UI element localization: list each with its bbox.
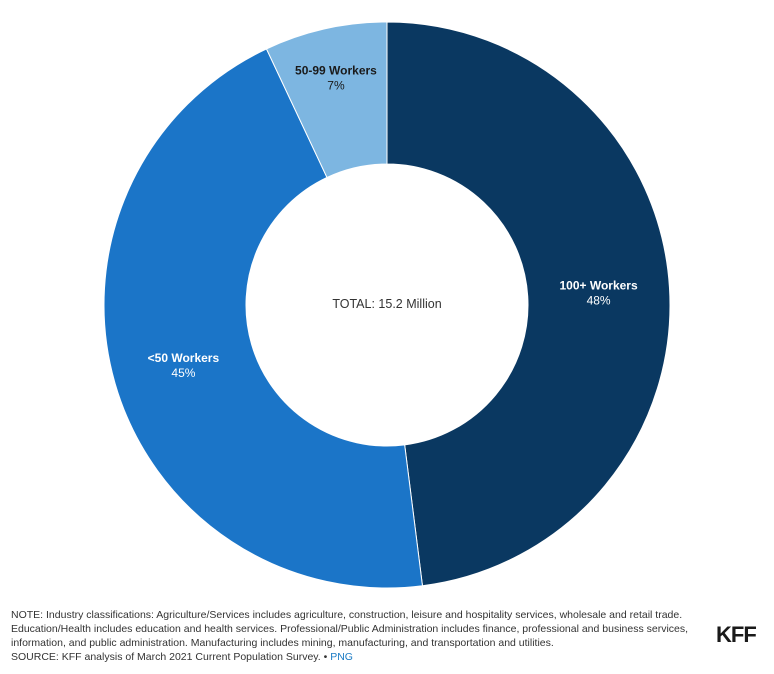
donut-slice-2 xyxy=(265,21,388,179)
png-download-link[interactable]: PNG xyxy=(330,651,353,663)
slice-label-2: 50-99 Workers xyxy=(295,64,377,78)
donut-chart: 100+ Workers 48% <50 Workers 45% 50-99 Worke… xyxy=(103,21,671,589)
kff-logo: KFF xyxy=(716,622,757,647)
donut-slice-0 xyxy=(386,21,671,587)
slice-value-2: 7% xyxy=(327,79,345,93)
slice-label-1: <50 Workers xyxy=(148,351,220,365)
donut-slice-1 xyxy=(103,48,424,589)
slice-value-0: 48% xyxy=(587,294,611,308)
source-line: SOURCE: KFF analysis of March 2021 Curre… xyxy=(11,650,711,664)
slice-value-1: 45% xyxy=(171,366,195,380)
footer-notes: NOTE: Industry classifications: Agricult… xyxy=(11,608,711,664)
source-text: SOURCE: KFF analysis of March 2021 Curre… xyxy=(11,651,331,663)
center-total-label: TOTAL: 15.2 Million xyxy=(332,297,441,311)
slice-label-0: 100+ Workers xyxy=(559,279,637,293)
note-text: NOTE: Industry classifications: Agricult… xyxy=(11,609,689,649)
